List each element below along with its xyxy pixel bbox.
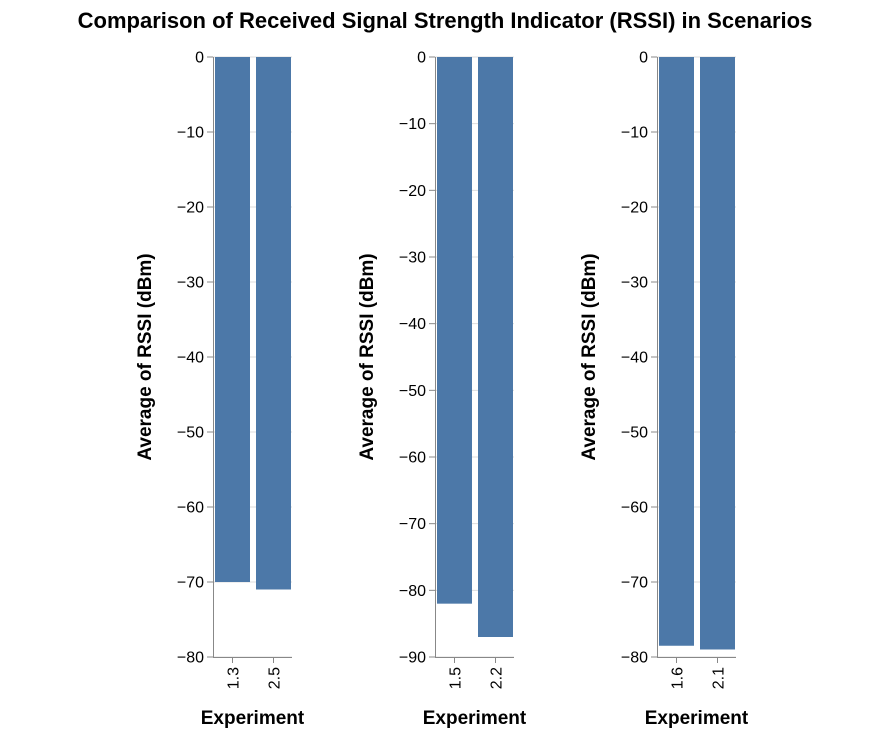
bar [256,57,291,590]
bar [215,57,250,582]
x-tick-label: 1.6 [670,667,687,689]
bar [659,57,694,646]
y-tick-label: −30 [177,275,204,292]
y-tick-label: −60 [177,500,204,517]
y-tick-label: −60 [399,450,426,467]
y-tick-label: −70 [177,575,204,592]
bar [437,57,472,604]
y-tick-label: −40 [177,350,204,367]
bar [700,57,735,650]
y-tick-label: −40 [621,350,648,367]
y-tick-label: −20 [177,200,204,217]
y-tick-label: −30 [621,275,648,292]
y-tick-label: −10 [399,116,426,133]
x-tick-label: 1.5 [448,667,465,689]
y-axis-title: Average of RSSI (dBm) [579,253,600,460]
y-tick-label: −20 [399,183,426,200]
y-tick-label: −10 [177,125,204,142]
x-tick-label: 2.1 [711,667,728,689]
y-tick-label: −60 [621,500,648,517]
x-tick-label: 2.5 [267,667,284,689]
bar [478,57,513,637]
x-tick-label: 1.3 [226,667,243,689]
x-tick-label: 2.2 [489,667,506,689]
y-tick-label: −80 [621,650,648,667]
chart-title: Comparison of Received Signal Strength I… [77,8,813,33]
y-tick-label: −80 [177,650,204,667]
x-axis-title: Experiment [423,708,527,729]
y-tick-label: −70 [399,516,426,533]
y-tick-label: 0 [639,50,648,67]
x-axis-title: Experiment [645,708,749,729]
y-tick-label: −70 [621,575,648,592]
y-axis-title: Average of RSSI (dBm) [135,253,156,460]
y-axis-title: Average of RSSI (dBm) [357,253,378,460]
y-tick-label: 0 [195,50,204,67]
y-tick-label: −20 [621,200,648,217]
x-axis-title: Experiment [201,708,305,729]
y-tick-label: −50 [177,425,204,442]
y-tick-label: −50 [399,383,426,400]
y-tick-label: 0 [417,50,426,67]
y-tick-label: −30 [399,250,426,267]
y-tick-label: −10 [621,125,648,142]
y-tick-label: −40 [399,316,426,333]
y-tick-label: −90 [399,650,426,667]
y-tick-label: −50 [621,425,648,442]
y-tick-label: −80 [399,583,426,600]
